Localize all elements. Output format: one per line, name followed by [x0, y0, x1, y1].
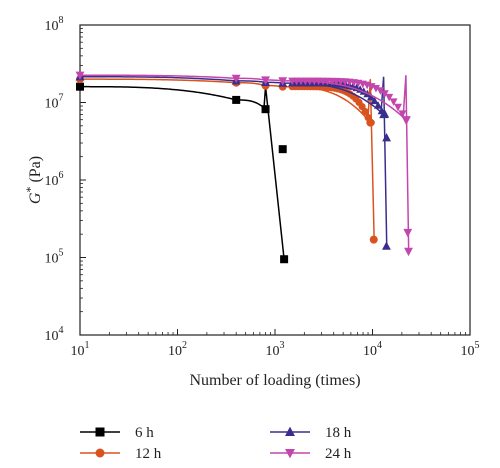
data-point — [389, 98, 398, 106]
series-0 — [76, 82, 289, 264]
data-point — [370, 96, 379, 105]
data-point — [376, 87, 385, 95]
data-point — [372, 84, 380, 93]
x-tick-label-base: 10 — [71, 344, 85, 359]
data-point — [278, 145, 287, 154]
legend-item-2: 18 h — [270, 425, 352, 441]
data-point — [261, 105, 270, 114]
data-point — [261, 76, 270, 85]
x-tick-label-exp: 4 — [377, 340, 382, 351]
x-tick-label: 102 — [168, 340, 187, 359]
y-axis-label: G* (Pa) — [23, 156, 44, 204]
y-tick-label-exp: 4 — [59, 325, 64, 336]
data-point — [76, 82, 84, 91]
x-tick-label-exp: 1 — [85, 340, 90, 351]
data-point — [380, 90, 389, 98]
series-line — [80, 78, 375, 240]
legend-item-1: 12 h — [80, 446, 162, 462]
data-point — [403, 228, 413, 238]
x-tick-label: 103 — [266, 340, 285, 359]
y-tick-label-exp: 8 — [59, 15, 64, 26]
legend-label: 24 h — [325, 446, 352, 462]
legend-item-3: 24 h — [270, 446, 352, 462]
legend: 6 h 12 h 18 h 24 h — [80, 425, 352, 462]
x-tick-label-exp: 2 — [182, 340, 187, 351]
data-point — [232, 95, 241, 104]
y-tick-label-exp: 6 — [59, 170, 64, 181]
x-tick-label: 104 — [363, 340, 382, 359]
data-point — [369, 235, 378, 244]
y-tick-label: 106 — [45, 170, 64, 189]
legend-marker — [285, 426, 295, 437]
y-tick-label-exp: 7 — [59, 93, 64, 104]
series-3 — [75, 71, 413, 257]
data-point — [374, 101, 383, 109]
x-axis-label: Number of loading (times) — [189, 372, 360, 389]
data-point — [278, 77, 288, 86]
y-tick-label: 108 — [45, 15, 64, 34]
data-point — [398, 110, 407, 118]
y-axis-label-sup: * — [23, 187, 37, 193]
y-tick-label-base: 10 — [45, 252, 59, 267]
data-point — [382, 133, 391, 142]
series-line — [80, 85, 285, 260]
legend-marker — [285, 448, 295, 459]
series-line — [80, 74, 410, 252]
x-tick-label: 101 — [71, 340, 90, 359]
y-tick-label-exp: 5 — [59, 248, 64, 259]
x-tick-label-base: 10 — [363, 344, 377, 359]
data-point — [280, 255, 289, 264]
data-point — [231, 74, 241, 84]
y-tick-label-base: 10 — [45, 97, 59, 112]
data-point — [394, 103, 402, 112]
series-1 — [76, 75, 378, 244]
data-point — [404, 247, 413, 257]
legend-label: 18 h — [325, 425, 352, 441]
x-tick-label-base: 10 — [461, 344, 475, 359]
y-tick-label: 105 — [45, 248, 64, 267]
x-tick-label-base: 10 — [168, 344, 182, 359]
data-point — [382, 241, 391, 250]
legend-item-0: 6 h — [80, 425, 154, 441]
y-tick-label: 104 — [45, 325, 64, 344]
x-tick-label-exp: 3 — [280, 340, 285, 351]
data-point — [379, 109, 389, 119]
legend-label: 12 h — [135, 446, 162, 462]
data-point — [366, 118, 375, 127]
x-tick-label: 105 — [461, 340, 480, 359]
y-axis-label-unit: (Pa) — [27, 156, 44, 187]
x-tick-label-base: 10 — [266, 344, 280, 359]
data-point — [366, 92, 375, 101]
data-point — [385, 93, 394, 102]
y-tick-label-base: 10 — [45, 19, 59, 34]
x-tick-label-exp: 5 — [475, 340, 480, 351]
data-point — [361, 107, 369, 116]
y-tick-label-base: 10 — [45, 329, 59, 344]
y-axis-label-main: G — [27, 192, 44, 204]
series-layer — [75, 71, 413, 264]
legend-marker — [95, 427, 105, 437]
legend-marker — [95, 448, 105, 458]
legend-label: 6 h — [135, 425, 154, 441]
data-point — [401, 116, 411, 125]
y-tick-label-base: 10 — [45, 174, 59, 189]
y-tick-label: 107 — [45, 93, 64, 112]
series-line — [80, 75, 388, 247]
data-point — [75, 71, 85, 81]
